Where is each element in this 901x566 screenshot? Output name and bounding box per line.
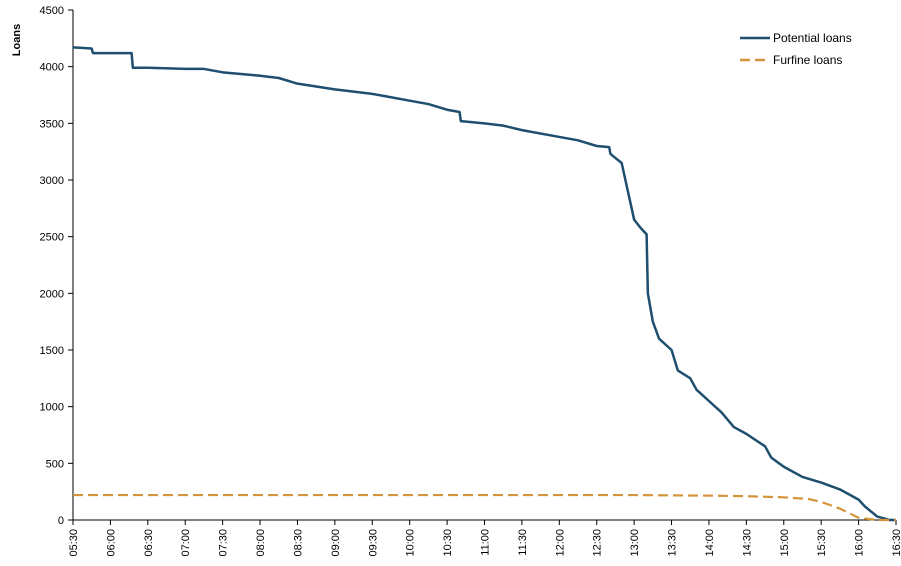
x-tick-label: 10:30 bbox=[442, 529, 454, 557]
x-tick-label: 09:00 bbox=[330, 529, 342, 557]
x-tick-label: 10:00 bbox=[405, 529, 417, 557]
y-tick-label: 0 bbox=[58, 515, 64, 527]
legend-label: Furfine loans bbox=[773, 53, 842, 67]
x-tick-label: 13:00 bbox=[629, 529, 641, 557]
x-tick-label: 11:30 bbox=[517, 529, 529, 556]
y-tick-label: 2500 bbox=[40, 232, 64, 244]
x-tick-label: 07:30 bbox=[218, 529, 230, 557]
y-tick-label: 3500 bbox=[40, 118, 64, 130]
legend-label: Potential loans bbox=[773, 31, 852, 45]
y-tick-label: 2000 bbox=[40, 288, 64, 300]
y-tick-label: 4000 bbox=[40, 62, 64, 74]
x-tick-label: 07:00 bbox=[180, 529, 192, 557]
y-tick-label: 4500 bbox=[40, 5, 64, 17]
x-tick-label: 16:00 bbox=[854, 529, 866, 557]
x-tick-label: 14:00 bbox=[704, 529, 716, 557]
x-tick-label: 11:00 bbox=[480, 529, 492, 556]
x-tick-label: 12:00 bbox=[554, 529, 566, 557]
y-tick-label: 1000 bbox=[40, 402, 64, 414]
y-tick-label: 1500 bbox=[40, 345, 64, 357]
series-line bbox=[73, 493, 896, 522]
x-tick-label: 15:30 bbox=[816, 529, 828, 557]
x-tick-label: 06:00 bbox=[105, 529, 117, 557]
y-tick-label: 3000 bbox=[40, 175, 64, 187]
x-tick-label: 09:30 bbox=[367, 529, 379, 557]
x-tick-label: 15:00 bbox=[779, 529, 791, 557]
x-tick-label: 16:30 bbox=[891, 529, 901, 557]
x-tick-label: 06:30 bbox=[143, 529, 155, 557]
x-tick-label: 14:30 bbox=[741, 529, 753, 557]
x-tick-label: 08:30 bbox=[292, 529, 304, 557]
x-tick-label: 08:00 bbox=[255, 529, 267, 557]
x-tick-label: 12:30 bbox=[592, 529, 604, 557]
y-tick-label: 500 bbox=[46, 458, 64, 470]
y-axis-label: Loans bbox=[11, 24, 23, 56]
x-tick-label: 05:30 bbox=[68, 529, 80, 557]
x-tick-label: 13:30 bbox=[667, 529, 679, 557]
series-line bbox=[72, 46, 896, 522]
